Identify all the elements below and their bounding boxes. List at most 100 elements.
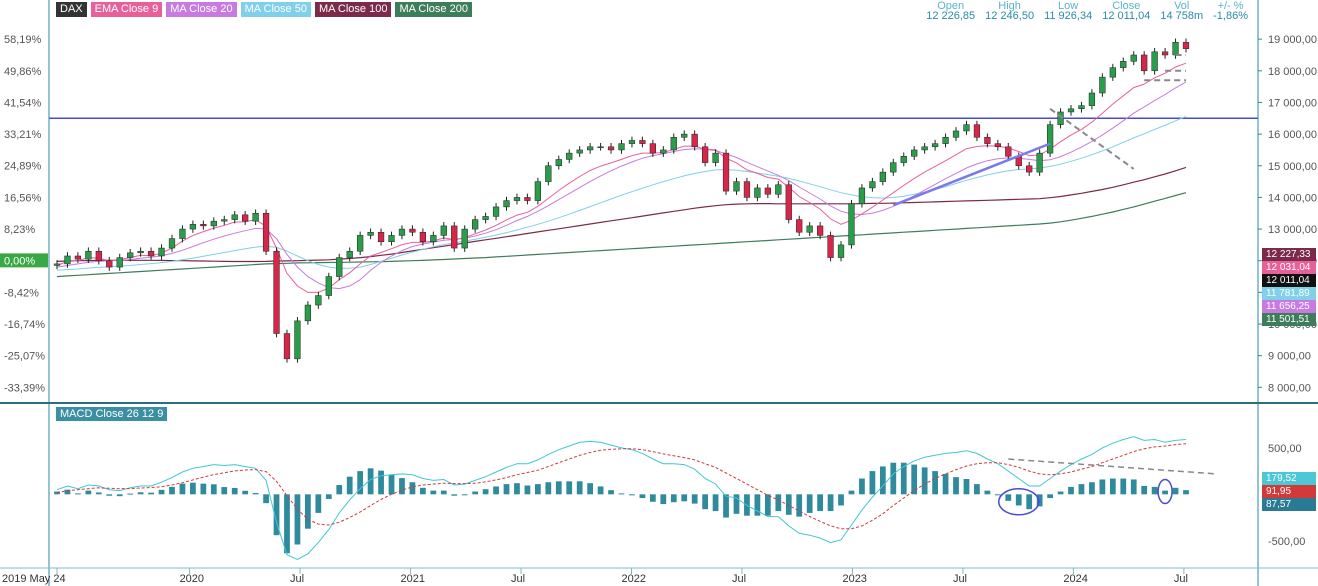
macd-histogram-bar <box>514 483 520 495</box>
candle-body <box>816 225 824 236</box>
price-badge: 11 656,25 <box>1262 299 1316 313</box>
macd-histogram-bar <box>1036 494 1043 507</box>
candle-body <box>430 235 437 242</box>
macd-histogram-bar <box>785 494 792 515</box>
candle-body <box>764 187 771 195</box>
macd-histogram-bar <box>1057 491 1064 495</box>
macd-histogram-bar <box>775 494 782 512</box>
percent-tick-label: -25,07% <box>4 351 45 363</box>
stat-close: Close 12 011,04 <box>1102 0 1151 22</box>
candle-body <box>200 224 207 227</box>
macd-histogram-bar <box>420 487 426 495</box>
macd-histogram-bar <box>158 489 165 495</box>
macd-histogram-bar <box>890 462 897 495</box>
candle-body <box>712 152 719 163</box>
macd-histogram-bar <box>409 482 416 495</box>
macd-histogram-bar <box>179 483 186 495</box>
candle-body <box>336 257 343 277</box>
candle-body <box>1172 42 1179 56</box>
macd-histogram-bar <box>1183 490 1189 495</box>
candle-body <box>973 124 981 138</box>
legend-item[interactable]: EMA Close 9 <box>90 2 163 17</box>
legend-item[interactable]: MA Close 20 <box>166 2 237 17</box>
candle-body <box>1078 105 1085 110</box>
downtrend-line <box>1049 107 1135 170</box>
macd-histogram-bar <box>608 490 614 495</box>
candle-body <box>472 219 479 230</box>
macd-histogram-bar <box>953 477 959 495</box>
candle-body <box>242 214 249 222</box>
macd-histogram-bar <box>1068 486 1074 495</box>
candle-body <box>921 146 928 151</box>
candle-body <box>1088 92 1096 106</box>
macd-histogram-bar <box>399 478 405 495</box>
macd-histogram-bar <box>346 476 353 495</box>
candle-body <box>1161 51 1169 56</box>
percent-tick-label: 49,86% <box>4 66 42 78</box>
percent-tick-label: 16,56% <box>4 192 42 204</box>
time-tick-label: 2022 <box>622 573 646 585</box>
macd-histogram-bar <box>869 471 876 495</box>
macd-histogram-bar <box>1172 487 1179 495</box>
macd-histogram-bar <box>963 478 970 495</box>
percent-tick-label: 33,21% <box>4 129 42 141</box>
candle-body <box>628 140 636 144</box>
macd-histogram-bar <box>378 470 384 495</box>
legend-item[interactable]: DAX <box>56 2 87 17</box>
candle-body <box>827 235 834 258</box>
price-badge: 12 227,33 <box>1262 247 1316 261</box>
candle-body <box>273 250 280 334</box>
candle-body <box>702 146 709 163</box>
candle-body <box>388 235 395 242</box>
ohlc-stats: Open 12 226,85 High 12 246,50 Low 11 926,34… <box>926 0 1248 22</box>
candle-body <box>503 200 510 208</box>
legend-item[interactable]: MA Close 100 <box>314 2 392 17</box>
candle-body <box>587 146 594 151</box>
macd-histogram-bar <box>1151 486 1158 495</box>
price-tick-label: 13 000,00 <box>1268 224 1317 236</box>
signal-line <box>56 443 1187 530</box>
macd-histogram-bar <box>1089 482 1095 495</box>
candle-body <box>304 304 312 322</box>
macd-histogram-bar <box>974 484 980 495</box>
legend-item[interactable]: MA Close 200 <box>395 2 472 17</box>
candle-body <box>733 181 740 192</box>
macd-histogram-bar <box>325 494 332 499</box>
macd-histogram-bar <box>806 494 813 513</box>
macd-badge: 91,95 <box>1262 484 1316 498</box>
macd-histogram-bar <box>984 490 991 495</box>
percent-tick-label: 8,23% <box>4 224 35 236</box>
candle-body <box>534 181 541 201</box>
macd-histogram-bar <box>796 494 803 517</box>
candle-body <box>127 252 134 258</box>
macd-histogram-bar <box>482 489 489 495</box>
price-tick-label: 19 000,00 <box>1268 34 1317 46</box>
candle-body <box>95 250 102 261</box>
candle-body <box>231 214 238 220</box>
candle-body <box>367 231 374 236</box>
macd-histogram-bar <box>440 490 447 495</box>
percent-tick-label: 24,89% <box>4 161 42 173</box>
macd-histogram-bar <box>210 484 217 495</box>
macd-histogram-bar <box>534 484 541 495</box>
percent-tick-label: -33,39% <box>4 382 45 394</box>
macd-histogram-bar <box>733 494 740 514</box>
percent-tick-label: -16,74% <box>4 319 45 331</box>
price-tick-label: 14 000,00 <box>1268 192 1317 204</box>
price-tick-label: 15 000,00 <box>1268 161 1317 173</box>
macd-tick-label: 500,00 <box>1268 443 1302 455</box>
macd-histogram-bar <box>284 494 290 554</box>
legend-item[interactable]: MA Close 50 <box>240 2 311 17</box>
macd-histogram-bar <box>367 468 374 495</box>
macd-histogram-bar <box>85 490 92 495</box>
annotations <box>892 53 1186 207</box>
zero-percent-badge <box>0 253 48 268</box>
ma200-line <box>56 192 1187 278</box>
candle-body <box>1099 76 1106 94</box>
macd-histogram-bar <box>618 493 625 495</box>
stat-open: Open 12 226,85 <box>926 0 976 22</box>
time-tick-label: 2021 <box>401 573 425 585</box>
candle-body <box>357 235 364 252</box>
